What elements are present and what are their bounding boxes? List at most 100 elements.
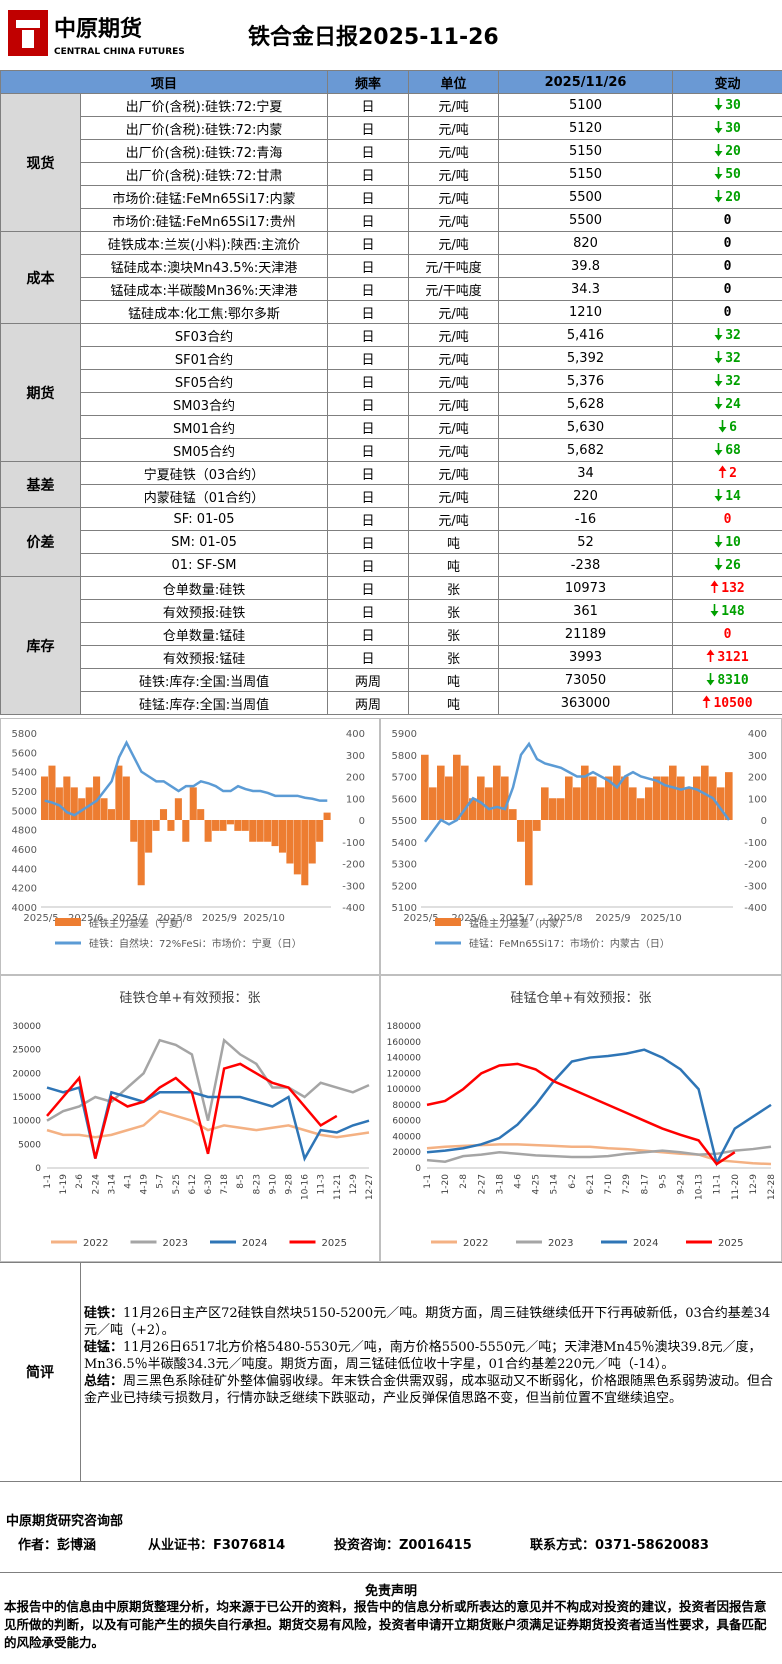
bar [509,809,517,820]
x-tick-label: 9-5 [658,1174,668,1189]
line [46,1037,370,1122]
commentary: 简评 硅铁：11月26日主产区72硅铁自然块5150-5200元／吨。期货方面，… [0,1262,782,1482]
column-header: 变动 [672,70,782,94]
y-tick-label: 4400 [12,864,37,875]
table-row: 价差 SF: 01-05 日元/吨 -16 0 [0,507,782,577]
line [423,741,731,843]
line [46,1062,338,1159]
x-tick-label: 9-24 [676,1174,686,1195]
change-value: 0 [723,304,732,320]
bar [256,820,264,842]
change-value: 0 [723,212,732,228]
y-tick-label: 20000 [392,1148,421,1158]
change-value: 6 [729,420,737,435]
chart-panel: 硅锰仓单+有效预报：张 0 20000 40000 60000 80000 100000 12… [380,975,782,1262]
y2-tick-label: -400 [342,903,365,914]
disclaimer-title: 免责声明 [364,1584,417,1599]
table-row: 现货 出厂价(含税):硅铁:72:宁夏日元/吨 5100 30 [0,93,782,232]
change-value: 32 [725,328,741,343]
x-tick-label: 1-20 [441,1174,451,1195]
chart: 5100 5200 5300 5400 5500 5600 5700 5800 5900 -400… [392,729,767,950]
x-tick-label: 2025/10 [243,913,285,924]
y-tick-label: 0 [35,1164,41,1174]
bar [533,820,541,831]
change-value: 0 [723,258,732,274]
cell-item: 硅锰:库存:全国:当周值 [79,691,329,715]
chart-panel: 硅铁仓单+有效预报：张 0 5000 10000 15000 20000 25000 3000… [0,975,380,1262]
cell-freq: 日 [327,300,410,324]
x-tick-label: 4-1 [124,1174,134,1189]
table-row: 硅锰:库存:全国:当周值 两周吨 363000 10500 [1,691,782,715]
bar [437,765,445,820]
change-value: 148 [721,604,745,619]
table-row: SF01合约日元/吨 5,392 32 [1,346,782,370]
cell-change: 3121 [672,645,782,669]
table-row: 有效预报:锰硅日张 3993 3121 [1,645,782,669]
logo-glyph [16,20,40,48]
x-tick-label: 3-18 [495,1174,505,1195]
change-arrow [714,397,723,410]
table-row: 市场价:硅锰:FeMn65Si17:贵州日元/吨 5500 0 [1,208,782,232]
cell-value: 39.8 [498,254,674,278]
bar [693,776,701,820]
x-tick-label: 3-14 [107,1174,117,1195]
x-tick-label: 2025/9 [202,913,237,924]
arrow-head [714,128,723,134]
bar [308,820,316,864]
cell-freq: 日 [327,369,410,393]
change-value: 8310 [717,673,749,688]
bar [669,765,677,820]
legend-label: 硅铁：自然块：72%FeSi：市场价：宁夏（日） [89,937,302,950]
cell-freq: 日 [327,139,410,163]
change-arrow [718,420,727,433]
change-arrow [714,558,723,571]
bar [70,787,78,820]
x-tick-label: 5-14 [550,1174,560,1195]
table-row: 有效预报:硅铁日张 361 148 [1,599,782,623]
y-tick-label: 40000 [392,1132,421,1142]
arrow-head [714,174,723,180]
cell-item: 出厂价(含税):硅铁:72:内蒙 [79,116,329,140]
table-row: 库存 仓单数量:硅铁日张 10973 132 [0,576,782,715]
arrow-head [714,105,723,111]
x-tick-label: 11-3 [317,1174,327,1194]
cell-value: 5500 [498,208,674,232]
cell-freq: 日 [327,438,410,462]
cell-change: 32 [672,346,782,370]
cell-change: 8310 [672,668,782,692]
change-arrow [710,580,719,593]
chart: 硅铁仓单+有效预报：张 0 5000 10000 15000 20000 25000 3000… [12,991,375,1249]
cell-value: 5100 [498,93,674,117]
cell-value: 361 [498,599,674,623]
x-tick-label: 1-1 [423,1174,433,1189]
header: 中原期货 CENTRAL CHINA FUTURES 铁合金日报2025-11-… [8,10,499,57]
y-tick-label: 4200 [12,884,37,895]
cell-unit: 元/吨 [408,484,500,508]
bar [55,787,63,820]
cell-freq: 两周 [327,668,410,692]
y-tick-label: 15000 [12,1093,41,1103]
y-tick-label: 20000 [12,1069,41,1079]
y-tick-label: 5000 [12,806,37,817]
cell-item: 市场价:硅锰:FeMn65Si17:贵州 [79,208,329,232]
x-tick-label: 5-25 [172,1174,182,1194]
legend-label: 2025 [718,1238,743,1249]
bar [469,798,477,820]
bar [685,787,693,820]
change-value: 0 [723,281,732,297]
x-tick-label: 4-25 [532,1174,542,1194]
cell-change: 10500 [672,691,782,715]
change-value: 10 [725,535,741,550]
bar [204,820,212,842]
table-row: 01: SF-SM 日吨 -238 26 [1,553,782,577]
y-tick-label: 80000 [392,1101,421,1111]
y-tick-label: 5900 [392,729,417,740]
cell-freq: 两周 [327,691,410,715]
bar [167,820,175,831]
cell-item: 锰硅成本:半碳酸Mn36%:天津港 [79,277,329,301]
cell-value: 5,416 [498,323,674,347]
x-tick-label: 2-24 [91,1174,101,1195]
bar [271,820,279,847]
cell-change: 0 [672,507,782,531]
bar [189,787,197,820]
